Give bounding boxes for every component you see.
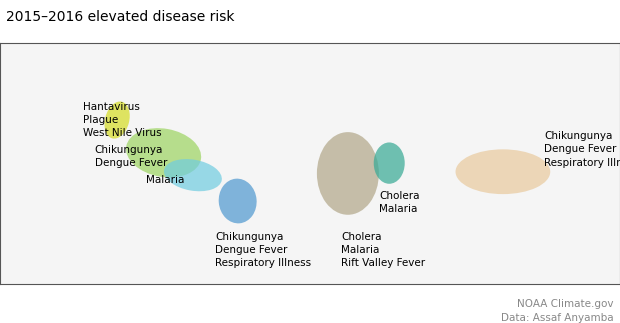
Text: Chikungunya
Dengue Fever
Respiratory Illness: Chikungunya Dengue Fever Respiratory Ill… xyxy=(215,232,311,268)
Ellipse shape xyxy=(126,128,201,177)
Text: Cholera
Malaria
Rift Valley Fever: Cholera Malaria Rift Valley Fever xyxy=(341,232,425,268)
Text: 2015–2016 elevated disease risk: 2015–2016 elevated disease risk xyxy=(6,10,235,24)
Text: Chikungunya
Dengue Fever
Respiratory Illness: Chikungunya Dengue Fever Respiratory Ill… xyxy=(544,131,620,168)
Text: Hantavirus
Plague
West Nile Virus: Hantavirus Plague West Nile Virus xyxy=(82,102,161,138)
Ellipse shape xyxy=(317,132,379,215)
Ellipse shape xyxy=(219,179,257,224)
Ellipse shape xyxy=(374,142,405,184)
Text: Chikungunya
Dengue Fever: Chikungunya Dengue Fever xyxy=(95,145,167,168)
Text: Malaria: Malaria xyxy=(146,175,185,185)
Text: Cholera
Malaria: Cholera Malaria xyxy=(379,191,419,214)
Ellipse shape xyxy=(456,149,551,194)
Ellipse shape xyxy=(164,159,222,191)
Ellipse shape xyxy=(105,101,130,139)
Text: NOAA Climate.gov
Data: Assaf Anyamba: NOAA Climate.gov Data: Assaf Anyamba xyxy=(501,299,614,323)
